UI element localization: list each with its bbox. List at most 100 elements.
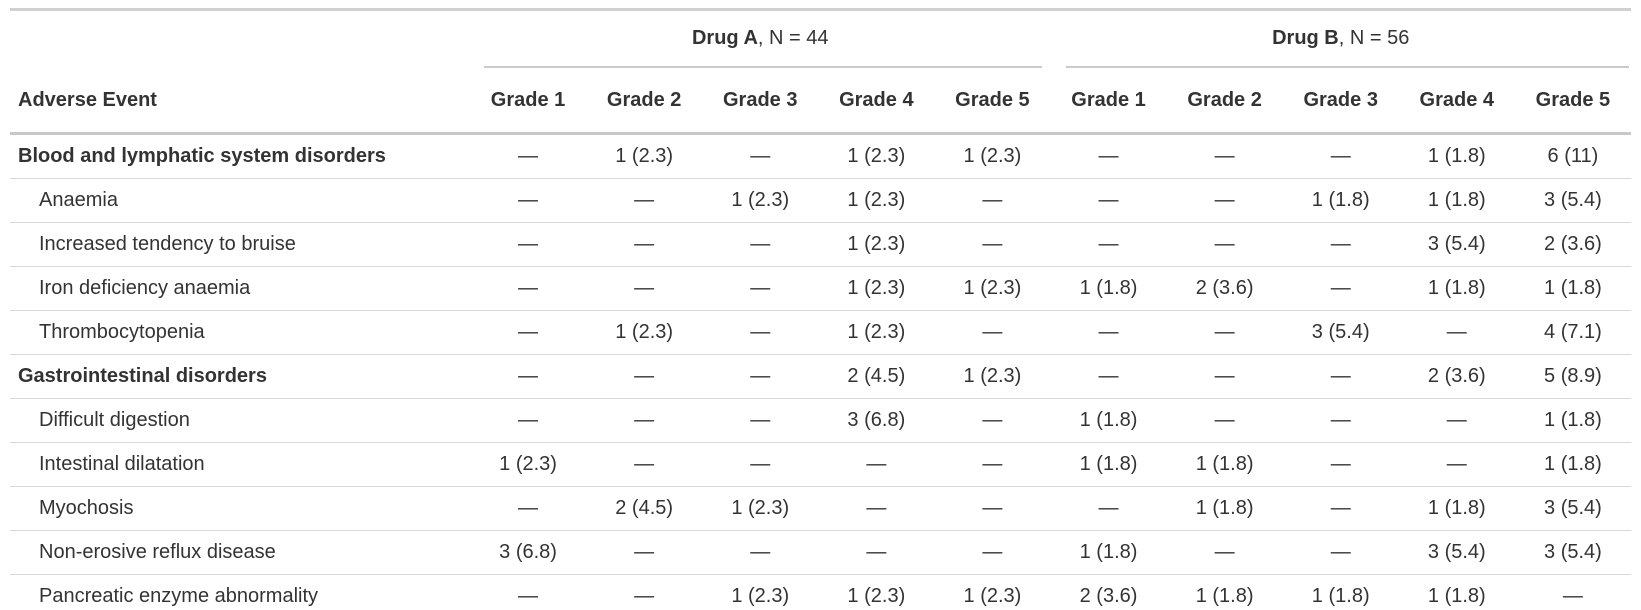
table-row: Myochosis —2 (4.5) 1 (2.3) — — —1 (1.8) —1 (1.… (10, 486, 1631, 531)
adverse-event-label: Thrombocytopenia (10, 310, 470, 355)
table-row: Iron deficiency anaemia — — —1 (2.3) 1 (2.3)… (10, 266, 1631, 311)
value-cell-drug-a-grade-3: — (702, 354, 819, 399)
adverse-event-label: Difficult digestion (10, 398, 470, 443)
value-cell-drug-b-grade-4: 3 (5.4) (1398, 530, 1515, 575)
value-cell-drug-b-grade-3: — (1282, 398, 1399, 443)
adverse-event-label: Myochosis (10, 486, 470, 531)
value-cell-drug-a-grade-5: — (934, 178, 1051, 223)
value-cell-drug-a-grade-4: 3 (6.8) (818, 398, 935, 443)
spanner-empty-cell (10, 11, 470, 68)
value-cell-drug-b-grade-2: 1 (1.8) (1166, 486, 1283, 531)
value-cell-drug-b-grade-2: 2 (3.6) (1166, 266, 1283, 311)
grade-header-a3: Grade 3 (702, 68, 819, 135)
grade-header-a5: Grade 5 (934, 68, 1051, 135)
grade-header-a4: Grade 4 (818, 68, 935, 135)
value-cell-drug-a-grade-5: 1 (2.3) (934, 133, 1051, 179)
value-cell-drug-b-grade-3: — (1282, 266, 1399, 311)
value-cell-drug-b-grade-4: 1 (1.8) (1398, 486, 1515, 531)
value-cell-drug-a-grade-2: — (586, 354, 703, 399)
table-body: Blood and lymphatic system disorders —1 (… (10, 133, 1631, 610)
value-cell-drug-a-grade-3: — (702, 222, 819, 267)
adverse-event-label: Gastrointestinal disorders (10, 354, 470, 399)
value-cell-drug-a-grade-4: 1 (2.3) (818, 222, 935, 267)
table-row: Increased tendency to bruise — — —1 (2.3) — —… (10, 222, 1631, 267)
value-cell-drug-b-grade-4: 1 (1.8) (1398, 178, 1515, 223)
value-cell-drug-b-grade-5: 1 (1.8) (1514, 266, 1631, 311)
adverse-event-label: Pancreatic enzyme abnormality (39, 585, 319, 607)
adverse-event-label: Iron deficiency anaemia (10, 266, 470, 311)
value-cell-drug-b-grade-3: — (1282, 222, 1399, 267)
table-row: Blood and lymphatic system disorders —1 (… (10, 133, 1631, 179)
value-cell-drug-a-grade-4: 1 (2.3) (818, 310, 935, 355)
value-cell-drug-a-grade-4: — (818, 442, 935, 487)
spanner-drug-b: Drug B, N = 56 (1050, 11, 1631, 68)
value-cell-drug-a-grade-2: — (586, 530, 703, 575)
value-cell-drug-a-grade-2: — (586, 222, 703, 267)
value-cell-drug-a-grade-4: 1 (2.3) (818, 133, 935, 179)
value-cell-drug-b-grade-5: 4 (7.1) (1514, 310, 1631, 355)
value-cell-drug-a-grade-3: 1 (2.3) (702, 178, 819, 223)
value-cell-drug-b-grade-4: — (1398, 398, 1515, 443)
value-cell-drug-a-grade-1: — (470, 354, 587, 399)
value-cell-drug-a-grade-2: — (586, 178, 703, 223)
value-cell-drug-b-grade-3: 1 (1.8) (1282, 178, 1399, 223)
spanner-row: Drug A, N = 44 Drug B, N = 56 (10, 11, 1631, 68)
value-cell-drug-a-grade-1: — (470, 398, 587, 443)
value-cell-drug-b-grade-4: 3 (5.4) (1398, 222, 1515, 267)
value-cell-drug-a-grade-2: — (586, 442, 703, 487)
value-cell-drug-b-grade-5: 5 (8.9) (1514, 354, 1631, 399)
value-cell-drug-b-grade-4: 1 (1.8) (1398, 133, 1515, 179)
value-cell-drug-a-grade-5: — (934, 222, 1051, 267)
adverse-events-table: Drug A, N = 44 Drug B, N = 56 Adverse Ev… (10, 11, 1631, 610)
value-cell-drug-b-grade-2: 1 (1.8) (1166, 442, 1283, 487)
drug-a-name: Drug A (691, 27, 758, 49)
value-cell-drug-b-grade-2: — (1166, 354, 1283, 399)
value-cell-drug-a-grade-3: — (702, 133, 819, 179)
value-cell-drug-a-grade-1: — (470, 486, 587, 531)
value-cell-drug-b-grade-3: 3 (5.4) (1282, 310, 1399, 355)
value-cell-drug-b-grade-2: — (1166, 398, 1283, 443)
value-cell-drug-b-grade-3: 1 (1.8) (1311, 585, 1370, 607)
value-cell-drug-a-grade-3: — (702, 398, 819, 443)
grade-header-a2: Grade 2 (586, 68, 703, 135)
value-cell-drug-b-grade-1: — (1050, 354, 1167, 399)
value-cell-drug-b-grade-5: 2 (3.6) (1514, 222, 1631, 267)
value-cell-drug-a-grade-2: — (586, 398, 703, 443)
value-cell-drug-b-grade-5: 1 (1.8) (1514, 398, 1631, 443)
table-row: Difficult digestion — — —3 (6.8) —1 (1.8) — — —… (10, 398, 1631, 443)
value-cell-drug-b-grade-2: — (1166, 178, 1283, 223)
value-cell-drug-b-grade-3: — (1282, 354, 1399, 399)
value-cell-drug-b-grade-1: 1 (1.8) (1050, 442, 1167, 487)
value-cell-drug-a-grade-2: — (586, 266, 703, 311)
value-cell-drug-a-grade-3: 1 (2.3) (731, 585, 790, 607)
value-cell-drug-a-grade-4: 2 (4.5) (818, 354, 935, 399)
value-cell-drug-b-grade-5: 6 (11) (1514, 133, 1631, 179)
value-cell-drug-a-grade-5: 1 (2.3) (963, 585, 1022, 607)
value-cell-drug-a-grade-1: — (470, 178, 587, 223)
value-cell-drug-b-grade-4: — (1398, 442, 1515, 487)
adverse-event-label: Non-erosive reflux disease (10, 530, 470, 575)
value-cell-drug-b-grade-5: 1 (1.8) (1514, 442, 1631, 487)
value-cell-drug-b-grade-1: 2 (3.6) (1079, 585, 1138, 607)
table-row: Intestinal dilatation 1 (2.3) — — — —1 (1.8) 1… (10, 442, 1631, 487)
spanner-rule-b (1066, 66, 1629, 68)
value-cell-drug-a-grade-1: — (470, 266, 587, 311)
value-cell-drug-b-grade-5: 3 (5.4) (1514, 178, 1631, 223)
value-cell-drug-a-grade-5: — (934, 442, 1051, 487)
value-cell-drug-a-grade-3: — (702, 530, 819, 575)
value-cell-drug-b-grade-2: 1 (1.8) (1195, 585, 1254, 607)
value-cell-drug-b-grade-4: 2 (3.6) (1398, 354, 1515, 399)
value-cell-drug-a-grade-3: — (702, 310, 819, 355)
value-cell-drug-a-grade-3: 1 (2.3) (702, 486, 819, 531)
value-cell-drug-b-grade-1: — (1050, 222, 1167, 267)
grade-header-b2: Grade 2 (1166, 68, 1283, 135)
value-cell-drug-a-grade-2: 1 (2.3) (586, 310, 703, 355)
value-cell-drug-b-grade-1: — (1050, 310, 1167, 355)
grade-header-b4: Grade 4 (1398, 68, 1515, 135)
value-cell-drug-a-grade-1: — (470, 133, 587, 179)
value-cell-drug-a-grade-1: — (470, 222, 587, 267)
value-cell-drug-b-grade-1: — (1050, 486, 1167, 531)
adverse-event-label: Increased tendency to bruise (10, 222, 470, 267)
adverse-event-label: Blood and lymphatic system disorders (10, 133, 470, 179)
value-cell-drug-b-grade-5: 3 (5.4) (1514, 530, 1631, 575)
